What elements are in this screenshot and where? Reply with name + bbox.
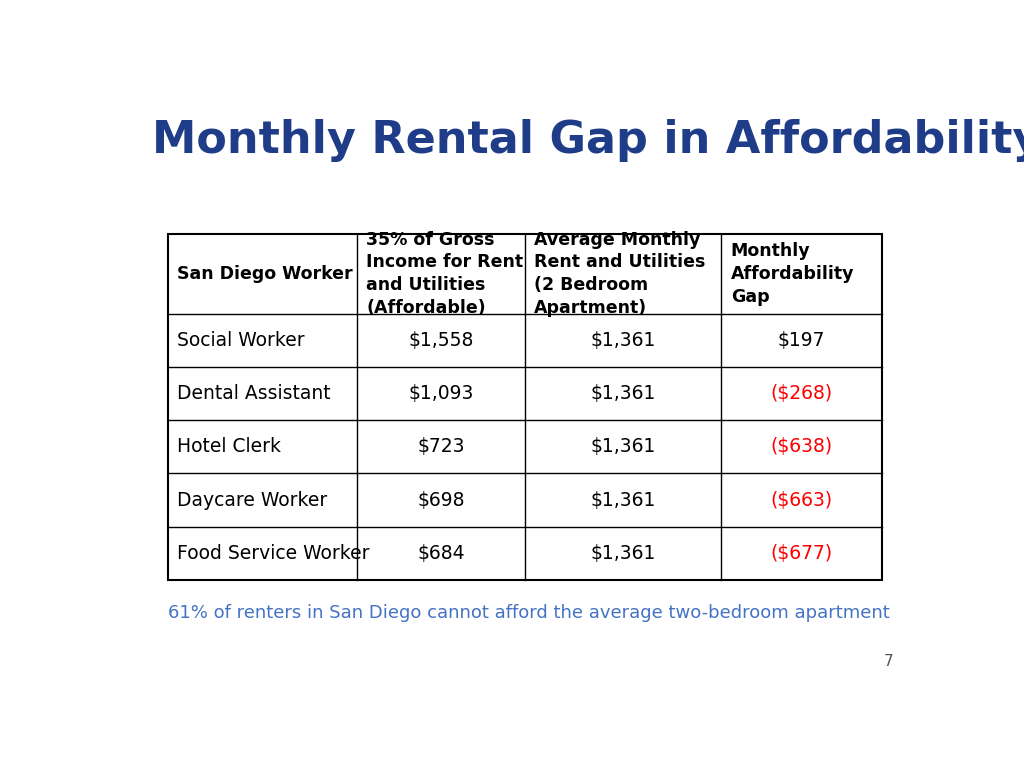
Text: 35% of Gross
Income for Rent
and Utilities
(Affordable): 35% of Gross Income for Rent and Utiliti… [367,230,523,317]
Text: $1,361: $1,361 [590,384,655,403]
Text: $1,361: $1,361 [590,544,655,563]
Text: Food Service Worker: Food Service Worker [177,544,370,563]
Text: 61% of renters in San Diego cannot afford the average two-bedroom apartment: 61% of renters in San Diego cannot affor… [168,604,890,621]
Text: $1,093: $1,093 [409,384,473,403]
Text: ($268): ($268) [770,384,833,403]
Text: $197: $197 [778,331,825,349]
Text: Daycare Worker: Daycare Worker [177,491,328,510]
Text: San Diego Worker: San Diego Worker [177,265,353,283]
Bar [168,234,882,580]
Text: 7: 7 [884,654,894,669]
Text: $1,361: $1,361 [590,491,655,510]
Text: $1,361: $1,361 [590,331,655,349]
Text: $1,361: $1,361 [590,437,655,456]
Text: Dental Assistant: Dental Assistant [177,384,331,403]
Text: Average Monthly
Rent and Utilities
(2 Bedroom
Apartment): Average Monthly Rent and Utilities (2 Be… [535,230,706,317]
Text: Monthly
Affordability
Gap: Monthly Affordability Gap [731,242,854,306]
Text: Monthly Rental Gap in Affordability: Monthly Rental Gap in Affordability [152,119,1024,162]
Text: ($638): ($638) [770,437,833,456]
Text: $1,558: $1,558 [409,331,473,349]
Text: ($663): ($663) [770,491,833,510]
Text: ($677): ($677) [770,544,833,563]
Text: $698: $698 [417,491,465,510]
Text: $684: $684 [417,544,465,563]
Text: $723: $723 [417,437,465,456]
Text: Social Worker: Social Worker [177,331,305,349]
Text: Hotel Clerk: Hotel Clerk [177,437,282,456]
